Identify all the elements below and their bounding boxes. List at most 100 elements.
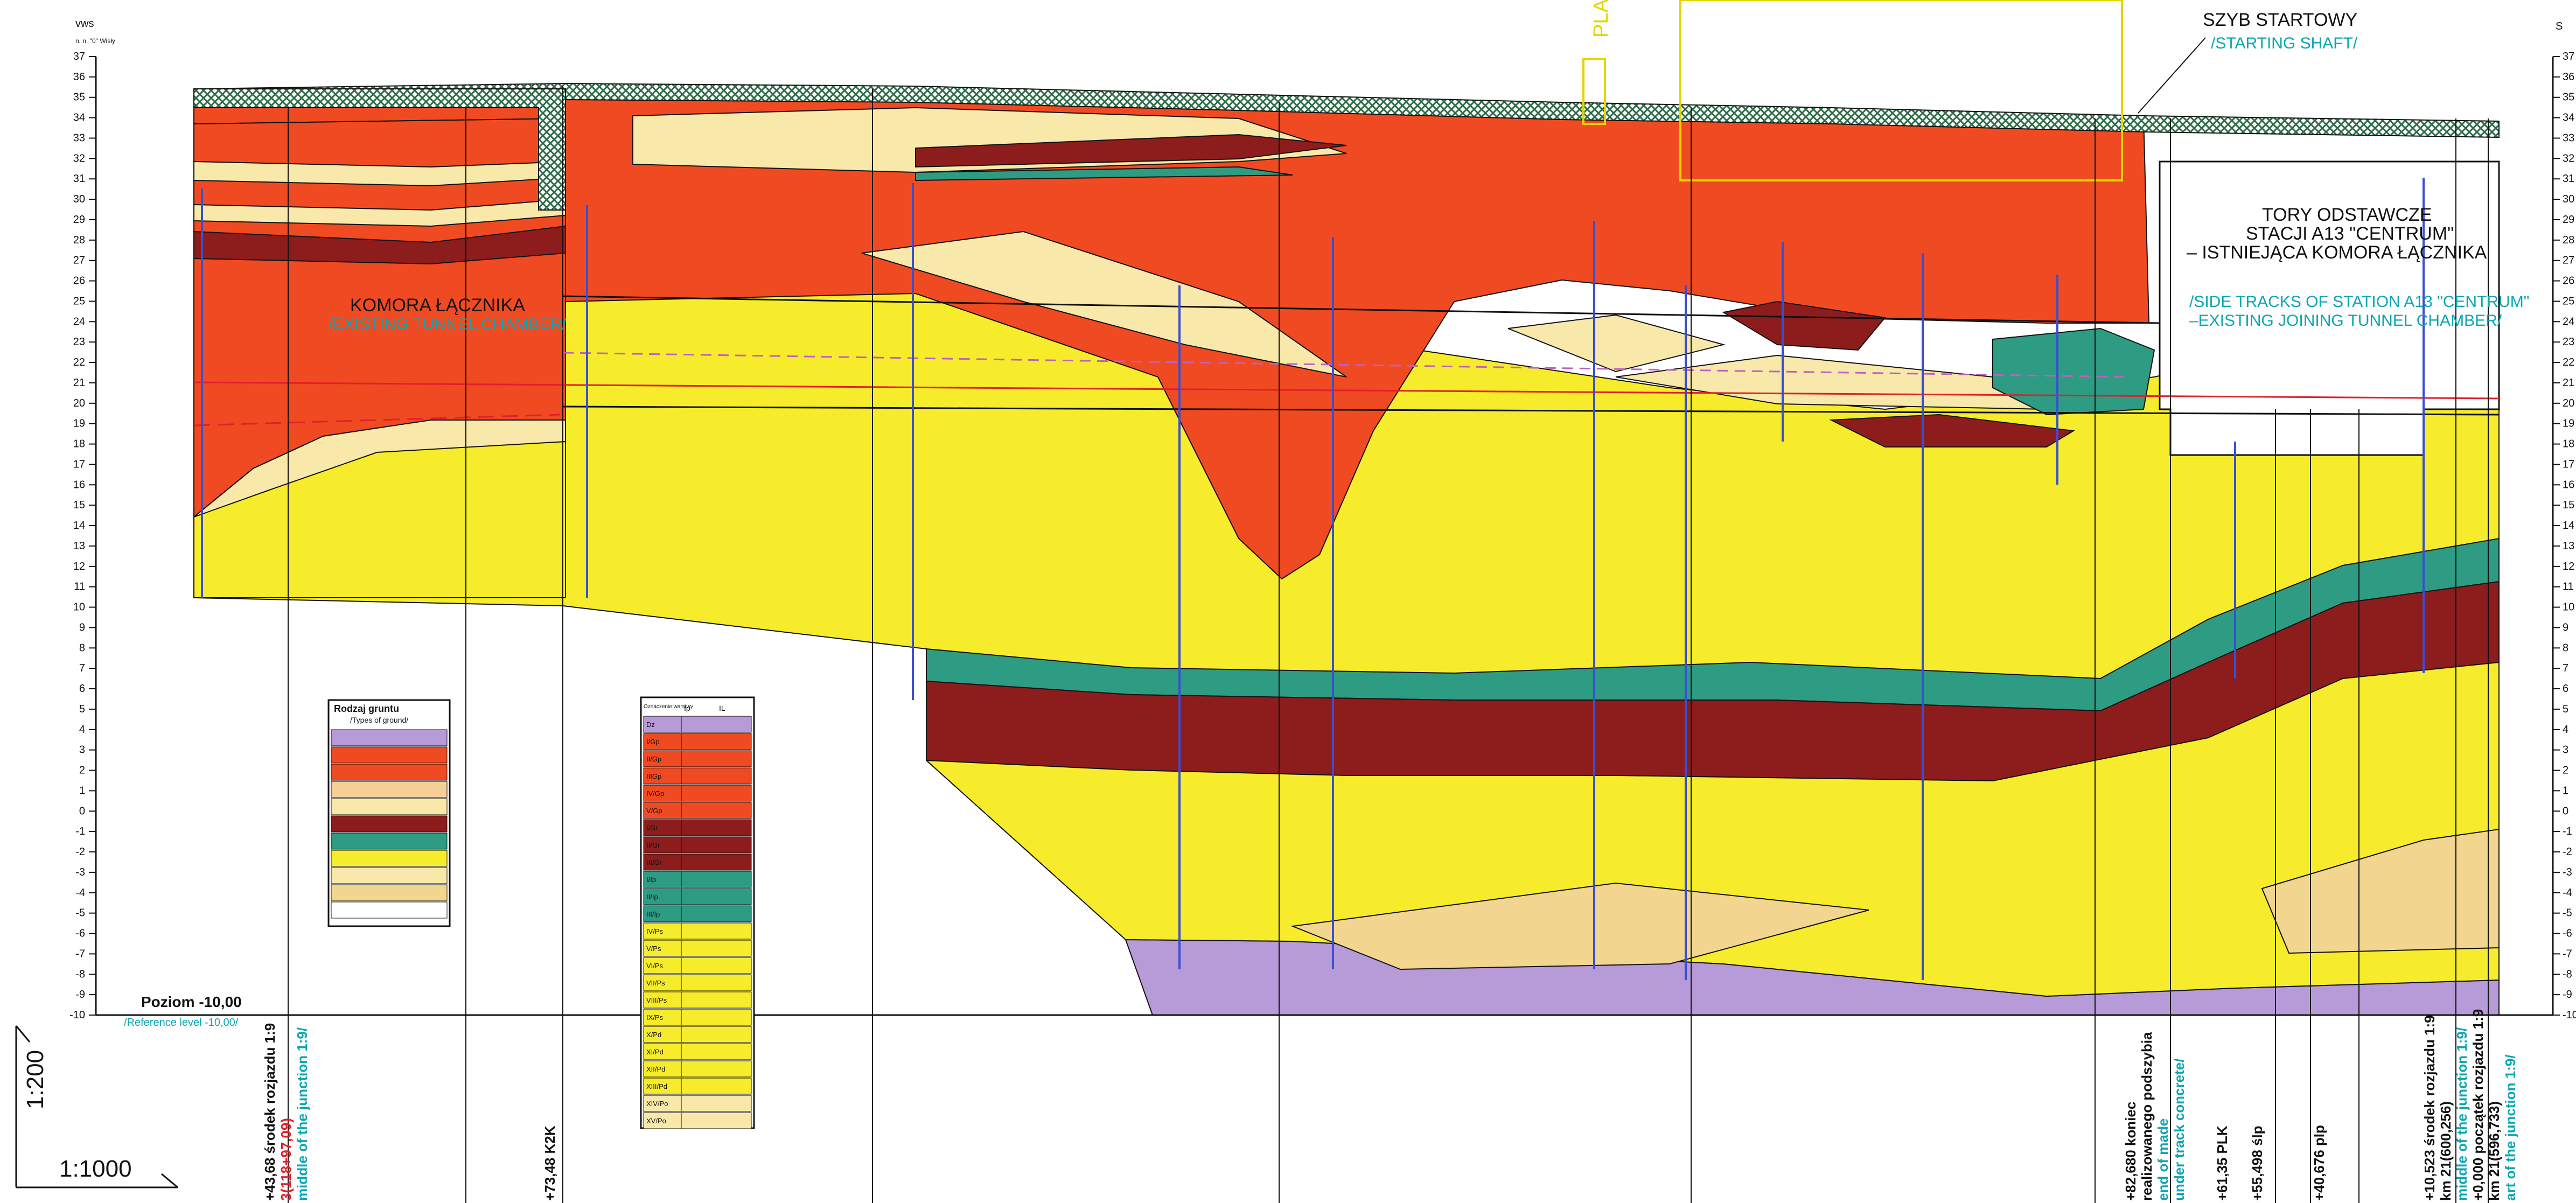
table-value-cell	[681, 1078, 752, 1095]
plac-label: PLAC	[1590, 0, 1612, 38]
vertical-reference-label: vws	[75, 18, 94, 30]
axis-tick-label: 14	[2563, 520, 2574, 531]
axis-tick-label: 12	[73, 561, 85, 572]
axis-tick-label: 24	[2563, 316, 2574, 327]
axis-tick-label: 33	[2563, 132, 2574, 144]
axis-tick-label: 18	[73, 438, 85, 450]
legend-swatch	[331, 798, 448, 815]
axis-tick-label: -5	[2563, 907, 2572, 919]
chamber-title-en: /EXISTING TUNNEL CHAMBER/	[329, 316, 567, 333]
legend-swatch	[331, 781, 448, 798]
table-code: XIV/Po	[646, 1100, 668, 1108]
table-value-cell	[681, 957, 752, 974]
axis-tick-label: -10	[69, 1009, 85, 1021]
table-value-cell	[681, 1060, 752, 1078]
axis-tick-label: -10	[2563, 1009, 2576, 1021]
axis-tick-label: 19	[2563, 418, 2574, 430]
axis-tick-label: 26	[2563, 275, 2574, 287]
station-label: +43,68 środek rozjazdu 1:9	[262, 1023, 278, 1201]
axis-tick-label: -2	[75, 846, 85, 858]
axis-tick-label: 17	[73, 458, 85, 470]
axis-tick-label: 37	[73, 51, 85, 62]
vertical-reference-right: S	[2556, 20, 2563, 32]
ground-surface-hatch	[193, 82, 2500, 211]
table-code-cell	[643, 750, 682, 767]
axis-tick-label: 14	[73, 520, 85, 531]
table-code: XV/Po	[646, 1117, 666, 1125]
reference-level-label-en: /Reference level -10,00/	[124, 1017, 239, 1029]
axis-tick-label: -3	[2563, 866, 2572, 878]
axis-tick-label: 19	[73, 418, 85, 430]
station-label: under track concrete/	[2171, 1059, 2187, 1201]
station-label: +40,676 plp	[2311, 1125, 2327, 1201]
table-code-cell	[643, 785, 682, 802]
axis-tick-label: -6	[2563, 928, 2572, 940]
axis-tick-label: 28	[2563, 234, 2574, 246]
table-code-cell	[643, 922, 682, 940]
table-value-cell	[681, 750, 752, 767]
legend-title: Rodzaj gruntu	[334, 703, 399, 714]
axis-tick-label: 29	[73, 214, 85, 226]
table-code: V/Ps	[646, 945, 661, 953]
axis-tick-label: 27	[2563, 255, 2574, 267]
axis-tick-label: -3	[75, 866, 85, 878]
table-value-cell	[681, 716, 752, 733]
axis-tick-label: 1	[2563, 785, 2568, 796]
horizontal-scale: 1:1000	[59, 1156, 132, 1182]
table-value-cell	[681, 922, 752, 940]
table-value-cell	[681, 767, 752, 785]
table-code-cell	[643, 905, 682, 922]
legend-swatch	[331, 850, 448, 867]
axis-tick-label: 28	[73, 234, 85, 246]
table-code-cell	[643, 888, 682, 905]
table-header-il: IL	[719, 704, 725, 712]
axis-tick-label: 34	[73, 112, 85, 124]
legend-swatch	[331, 746, 448, 764]
station-label: km 21(600,256)	[2438, 1101, 2454, 1201]
table-value-cell	[681, 991, 752, 1009]
table-code-cell	[643, 767, 682, 785]
station-label: realizowanego podszybia	[2139, 1032, 2155, 1201]
table-code-cell	[643, 733, 682, 750]
layer-table: Oznaczenie warstwy Ip IL Dz I/Gp II/Gp IIIG…	[640, 696, 755, 1129]
right-axis: 3736353433323130292827262524232221201918…	[2552, 51, 2576, 1021]
table-value-cell	[681, 1009, 752, 1026]
table-code: IV/Ps	[646, 927, 664, 935]
axis-tick-label: -6	[75, 928, 85, 940]
table-code: II/Ip	[646, 893, 658, 901]
shaft-title-pl: SZYB STARTOWY	[2203, 10, 2357, 30]
table-code-cell	[643, 1095, 682, 1112]
axis-tick-label: 1	[79, 785, 85, 796]
station-label: +55,498 ślp	[2249, 1126, 2265, 1201]
chamber-title-pl: KOMORA ŁĄCZNIKA	[350, 295, 525, 316]
axis-tick-label: 9	[79, 621, 85, 633]
axis-tick-label: 10	[73, 602, 85, 613]
table-code: XI/Pd	[646, 1048, 664, 1056]
axis-tick-label: 6	[2563, 683, 2568, 695]
axis-tick-label: 13	[73, 540, 85, 552]
axis-tick-label: -5	[75, 907, 85, 919]
axis-tick-label: 2	[2563, 765, 2568, 777]
axis-tick-label: 35	[73, 92, 85, 103]
shaft-leader-line	[2138, 37, 2206, 114]
station-label: 3(118+97,09)	[278, 1118, 294, 1201]
station-label: art of the junction 1:9/	[2502, 1054, 2518, 1201]
axis-tick-label: 21	[73, 377, 85, 389]
ground-legend: Rodzaj gruntu /Types of ground/	[327, 699, 451, 927]
side-tracks-title-3: – ISTNIEJĄCA KOMORA ŁĄCZNIKA	[2187, 242, 2487, 263]
axis-tick-label: 17	[2563, 458, 2574, 470]
axis-tick-label: 15	[73, 499, 85, 511]
table-code-cell	[643, 1026, 682, 1043]
left-chamber-layers	[193, 117, 566, 598]
table-code: IIIGp	[646, 772, 661, 780]
table-value-cell	[681, 888, 752, 905]
axis-tick-label: 20	[2563, 397, 2574, 409]
table-header-code: Oznaczenie warstwy	[644, 704, 693, 710]
table-code: III/Ip	[646, 910, 660, 918]
table-code: Dz	[646, 721, 655, 729]
axis-tick-label: 4	[2563, 724, 2568, 736]
starting-shaft-outline	[1582, 0, 2123, 181]
table-code-cell	[643, 871, 682, 888]
axis-tick-label: -7	[2563, 948, 2572, 960]
